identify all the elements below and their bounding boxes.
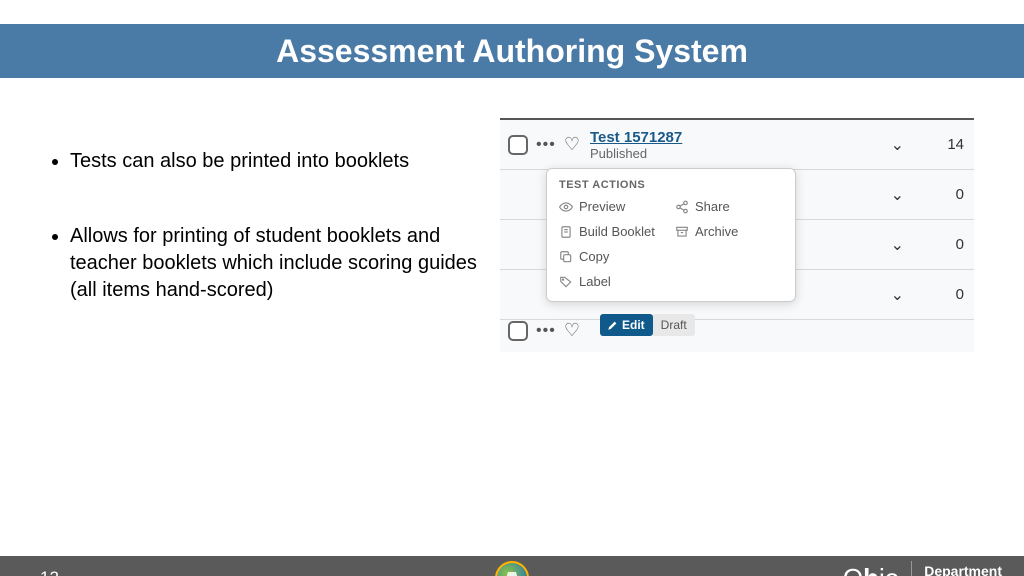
action-label: Build Booklet <box>579 224 655 239</box>
chevron-down-icon[interactable]: ⌄ <box>891 135 904 155</box>
pencil-icon <box>608 320 618 330</box>
test-actions-popup: TEST ACTIONS Preview Share Build Booklet… <box>546 168 796 302</box>
action-label: Share <box>695 199 730 214</box>
chevron-down-icon[interactable]: ⌄ <box>891 285 904 305</box>
app-screenshot: ••• ♡ Test 1571287 Published ⌄ 14 ⌄ 0 ⌄ … <box>500 118 974 352</box>
test-status: Published <box>590 146 891 161</box>
action-label: Archive <box>695 224 738 239</box>
divider <box>911 561 912 576</box>
action-label: Label <box>579 274 611 289</box>
action-label: Copy <box>579 249 609 264</box>
edit-draft-group: Edit Draft <box>600 314 695 336</box>
draft-badge: Draft <box>653 314 695 336</box>
popup-title: TEST ACTIONS <box>559 179 783 191</box>
row-count: 0 <box>934 236 964 253</box>
test-link[interactable]: Test 1571287 <box>590 129 891 146</box>
copy-icon <box>559 250 573 264</box>
action-build-booklet[interactable]: Build Booklet <box>559 224 667 239</box>
ohio-logo: Ohio Department of Education <box>843 561 1002 576</box>
row-count: 0 <box>934 186 964 203</box>
ohio-wordmark: Ohio <box>843 563 899 576</box>
tag-icon <box>559 275 573 289</box>
department-text: Department of Education <box>924 564 1002 576</box>
chevron-down-icon[interactable]: ⌄ <box>891 235 904 255</box>
action-label-item[interactable]: Label <box>559 274 667 289</box>
heart-icon[interactable]: ♡ <box>564 320 580 341</box>
checkbox[interactable] <box>508 321 528 341</box>
eye-icon <box>559 200 573 214</box>
row-count: 14 <box>934 136 964 153</box>
action-copy[interactable]: Copy <box>559 249 667 264</box>
action-archive[interactable]: Archive <box>675 224 783 239</box>
title-bar: Assessment Authoring System <box>0 24 1024 78</box>
edit-button[interactable]: Edit <box>600 314 653 336</box>
bullet-item: Allows for printing of student booklets … <box>70 223 480 304</box>
dept-line1: Department <box>924 564 1002 576</box>
checkbox[interactable] <box>508 135 528 155</box>
action-share[interactable]: Share <box>675 199 783 214</box>
more-icon[interactable]: ••• <box>536 322 556 340</box>
test-row: ••• ♡ Test 1571287 Published ⌄ 14 <box>500 120 974 170</box>
row-count: 0 <box>934 286 964 303</box>
bullet-item: Tests can also be printed into booklets <box>70 148 480 175</box>
heart-icon[interactable]: ♡ <box>564 134 580 155</box>
seal-icon <box>495 561 529 576</box>
slide-footer: 12 Ohio Department of Education <box>0 556 1024 576</box>
edit-label: Edit <box>622 318 645 332</box>
action-label: Preview <box>579 199 625 214</box>
slide-title: Assessment Authoring System <box>276 33 748 70</box>
chevron-down-icon[interactable]: ⌄ <box>891 185 904 205</box>
row-controls: ••• ♡ <box>508 320 580 341</box>
book-icon <box>559 225 573 239</box>
more-icon[interactable]: ••• <box>536 136 556 154</box>
bullet-list: Tests can also be printed into booklets … <box>50 118 480 352</box>
action-preview[interactable]: Preview <box>559 199 667 214</box>
page-number: 12 <box>40 568 59 576</box>
state-seal <box>495 561 529 576</box>
archive-icon <box>675 225 689 239</box>
action-blank <box>675 249 783 264</box>
share-icon <box>675 200 689 214</box>
